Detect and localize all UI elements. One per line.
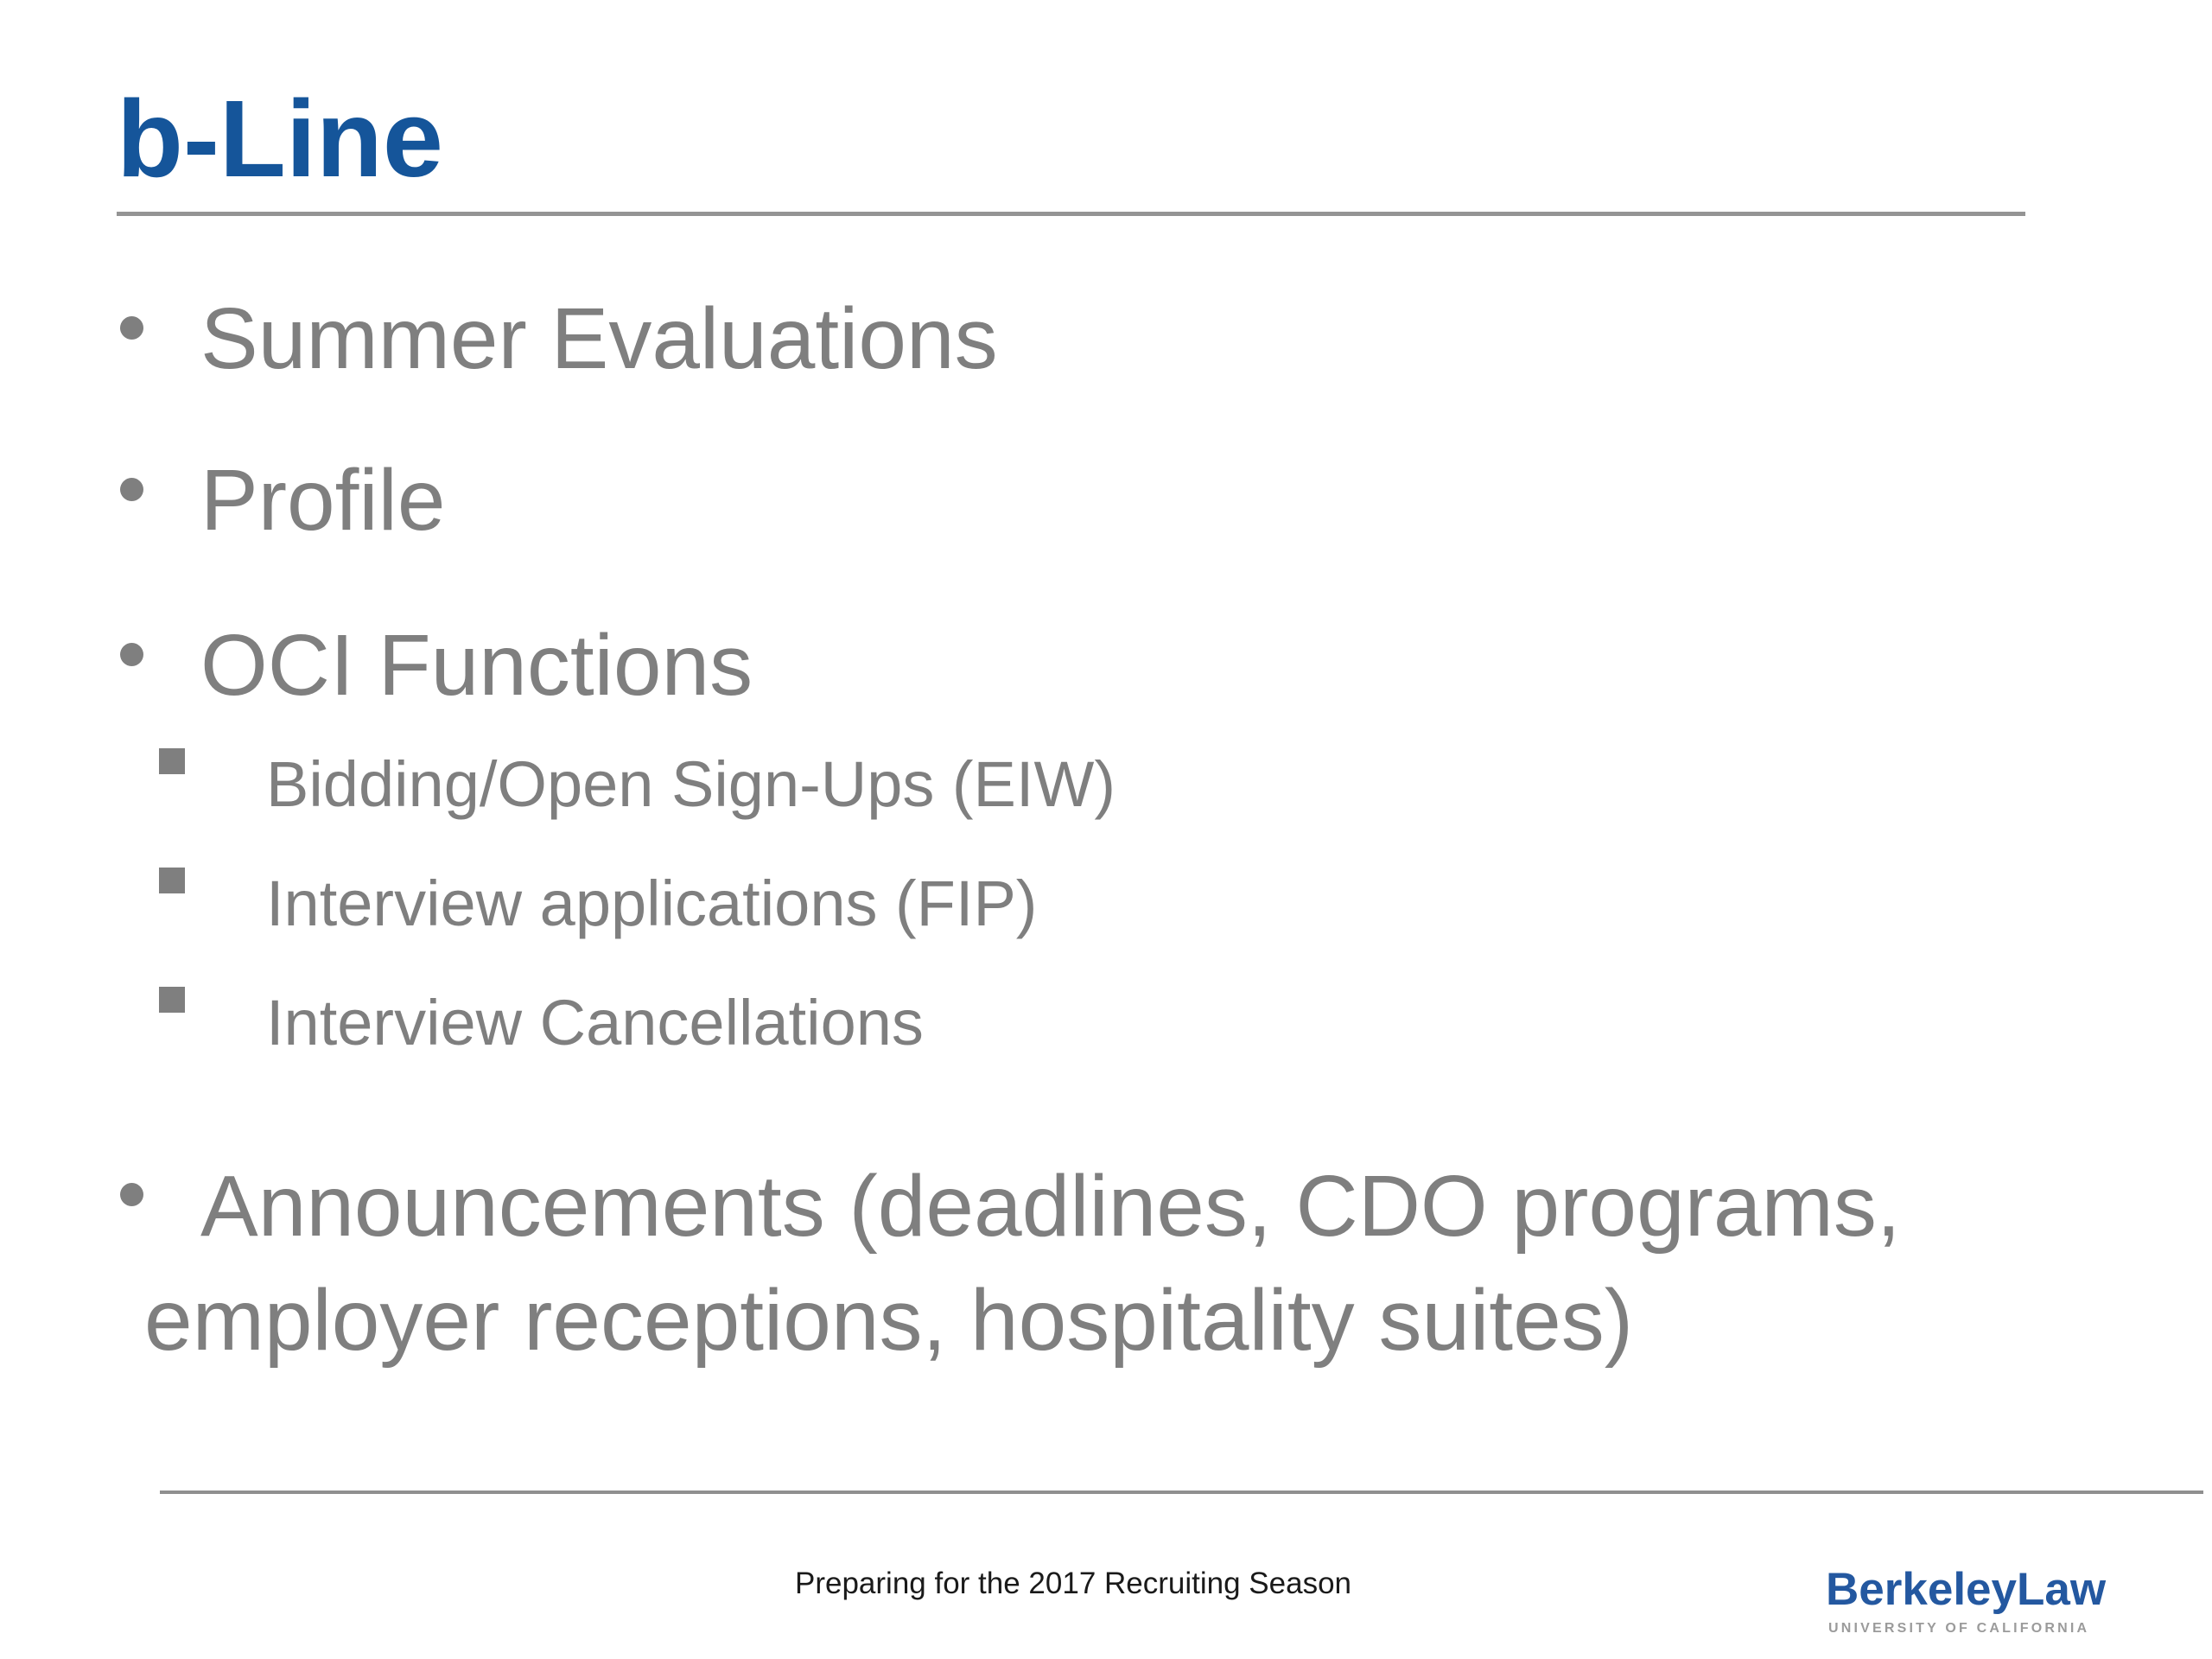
sub-bullet-bidding: Bidding/Open Sign-Ups (EIW)	[266, 748, 1116, 820]
berkeleylaw-logo-subtitle: UNIVERSITY OF CALIFORNIA	[1828, 1621, 2090, 1636]
footer-divider	[160, 1491, 2203, 1494]
bullet-dot-icon	[120, 316, 143, 340]
sub-bullet-interview-applications: Interview applications (FIP)	[266, 868, 1038, 939]
bullet-item-announcements: Announcements (deadlines, CDO programs, …	[144, 1149, 1901, 1377]
announcements-line-1: Announcements (deadlines, CDO programs,	[200, 1158, 1901, 1255]
footer-text: Preparing for the 2017 Recruiting Season	[795, 1567, 1352, 1600]
bullet-item-summer-evaluations: Summer Evaluations	[200, 290, 998, 387]
bullet-dot-icon	[120, 643, 143, 666]
announcements-line-2: employer receptions, hospitality suites)	[144, 1272, 1633, 1369]
berkeleylaw-logo: BerkeleyLaw	[1826, 1564, 2107, 1615]
bullet-dot-icon	[120, 1183, 143, 1206]
bullet-item-profile: Profile	[200, 452, 446, 549]
bullet-item-oci-functions: OCI Functions	[200, 617, 753, 714]
bullet-square-icon	[159, 868, 185, 893]
sub-bullet-interview-cancellations: Interview Cancellations	[266, 987, 924, 1058]
bullet-square-icon	[159, 987, 185, 1013]
bullet-dot-icon	[120, 478, 143, 501]
slide-title: b-Line	[117, 78, 443, 200]
bullet-square-icon	[159, 748, 185, 774]
title-underline	[117, 212, 2025, 216]
